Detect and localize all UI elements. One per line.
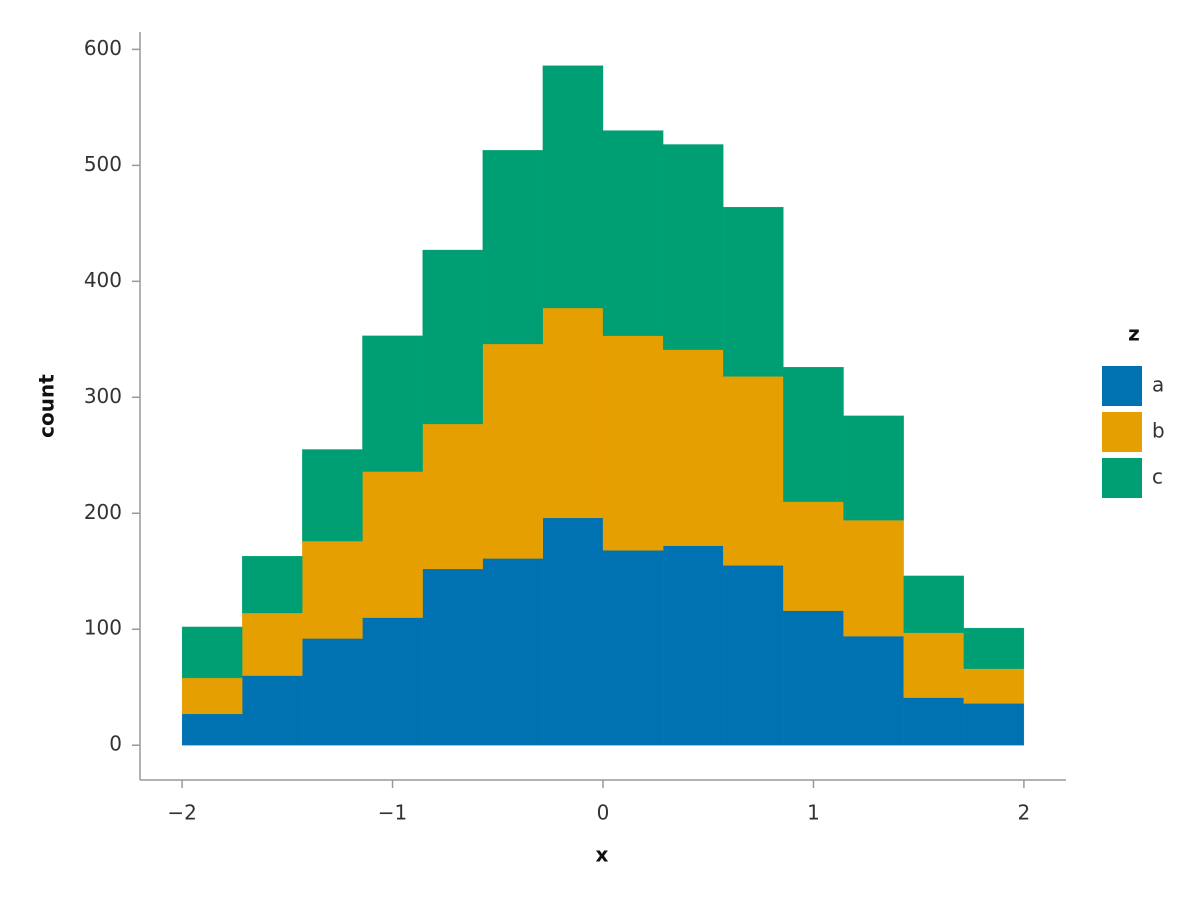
y-tick-label: 500	[84, 152, 122, 176]
bar	[963, 703, 1025, 746]
bar	[662, 349, 724, 546]
bar	[602, 130, 664, 336]
bar	[242, 675, 303, 746]
bar	[783, 501, 844, 611]
bar	[362, 335, 423, 472]
bar	[843, 636, 904, 746]
bar	[903, 697, 964, 746]
bar	[242, 556, 303, 614]
bar	[542, 65, 604, 309]
bar	[242, 612, 303, 676]
bar	[723, 376, 784, 566]
bar	[181, 626, 243, 679]
bar	[903, 632, 964, 698]
bar	[362, 617, 423, 746]
bar	[963, 668, 1025, 704]
bar	[482, 558, 544, 746]
bar	[422, 423, 483, 570]
y-tick-label: 0	[109, 732, 122, 756]
legend-label: a	[1152, 373, 1164, 397]
bar	[302, 449, 363, 542]
bar	[542, 307, 604, 519]
bar	[181, 677, 243, 715]
bar	[843, 520, 904, 637]
x-tick-label: −1	[378, 801, 407, 825]
bar	[542, 517, 604, 746]
bar	[903, 575, 964, 633]
y-tick-label: 200	[84, 500, 122, 524]
bar	[723, 206, 784, 377]
bar	[783, 367, 844, 502]
x-axis-label: x	[596, 843, 609, 867]
bar	[422, 249, 483, 425]
bar	[181, 713, 243, 746]
bar	[422, 568, 483, 746]
y-tick-label: 600	[84, 36, 122, 60]
x-tick-label: 1	[807, 801, 820, 825]
legend-title: z	[1128, 322, 1140, 346]
legend-label: b	[1152, 419, 1165, 443]
bar	[602, 335, 664, 551]
legend-swatch	[1102, 412, 1142, 452]
legend-swatch	[1102, 458, 1142, 498]
bar	[362, 471, 423, 618]
bar	[963, 627, 1025, 669]
bar	[843, 415, 904, 521]
legend-swatch	[1102, 366, 1142, 406]
bar	[662, 144, 724, 350]
y-tick-label: 100	[84, 616, 122, 640]
bar	[602, 550, 664, 746]
bar	[482, 150, 544, 345]
bar	[302, 540, 363, 639]
bar	[662, 545, 724, 746]
y-axis-label: count	[35, 374, 59, 438]
bar	[723, 565, 784, 746]
y-tick-label: 300	[84, 384, 122, 408]
bar	[482, 343, 544, 559]
legend-label: c	[1152, 465, 1163, 489]
x-tick-label: 0	[597, 801, 610, 825]
y-tick-label: 400	[84, 268, 122, 292]
x-tick-label: −2	[167, 801, 196, 825]
bar	[302, 638, 363, 746]
bar	[783, 610, 844, 746]
x-tick-label: 2	[1018, 801, 1031, 825]
